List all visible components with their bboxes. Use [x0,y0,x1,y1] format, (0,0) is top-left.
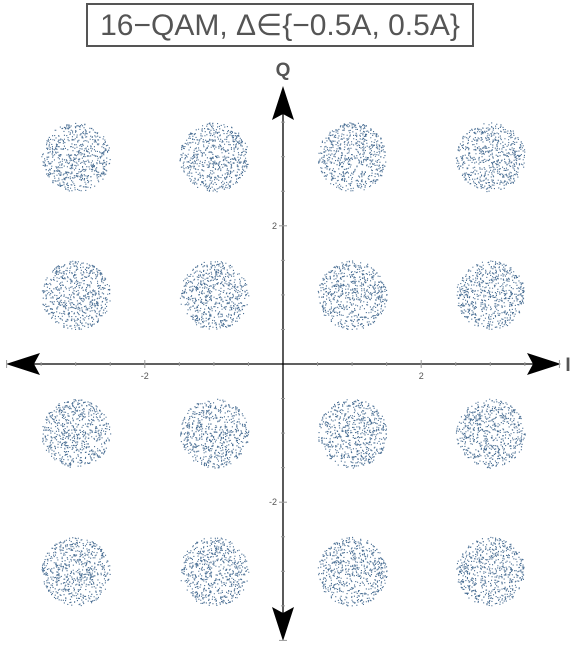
x-tick-label: 2 [419,371,424,381]
y-axis-top-arrow [272,86,294,120]
cluster-points [41,122,111,192]
cluster-points [179,261,250,330]
cluster-points [317,536,388,607]
cluster-points [317,260,388,330]
cluster--1--3 [180,537,250,606]
cluster--3--3 [41,537,111,607]
cluster-3-1 [456,260,525,330]
cluster--3-1 [41,260,111,330]
cluster-points [456,260,525,330]
y-axis-label: Q [276,60,291,81]
cluster-3-3 [455,122,526,193]
y-tick-label: 2 [272,221,277,231]
cluster-points [179,122,249,193]
cluster--1-1 [179,261,250,330]
cluster--3-3 [41,122,111,192]
cluster-1-1 [317,260,388,330]
y-tick-label: -2 [269,497,277,507]
cluster-points [318,122,387,192]
cluster-3--1 [455,398,526,469]
cluster-points [318,399,387,469]
x-axis-label: I [565,355,570,376]
cluster-points [455,122,526,193]
cluster--1-3 [179,122,249,193]
x-axis-right-arrow [527,353,561,375]
cluster-3--3 [456,536,525,607]
axes-layer: -2 2 2 -2 I Q [6,60,571,641]
x-tick-label: -2 [141,371,149,381]
cluster-1--1 [318,399,387,469]
cluster-points [42,399,112,468]
cluster--1--1 [180,398,250,469]
cluster-points [41,260,111,330]
cluster--3--1 [42,399,112,468]
cluster-1--3 [317,536,388,607]
chart-title: 16−QAM, Δ∈{−0.5A, 0.5A} [86,3,474,47]
cluster-points [180,537,250,606]
x-axis-left-arrow [6,353,40,375]
cluster-points [180,398,250,469]
cluster-1-3 [318,122,387,192]
cluster-points [41,537,111,607]
ticks-layer: -2 2 2 -2 [6,121,560,641]
cluster-points [456,536,525,607]
y-axis-bottom-arrow [272,607,294,641]
cluster-points [455,398,526,469]
scatter-points-layer [41,122,526,607]
